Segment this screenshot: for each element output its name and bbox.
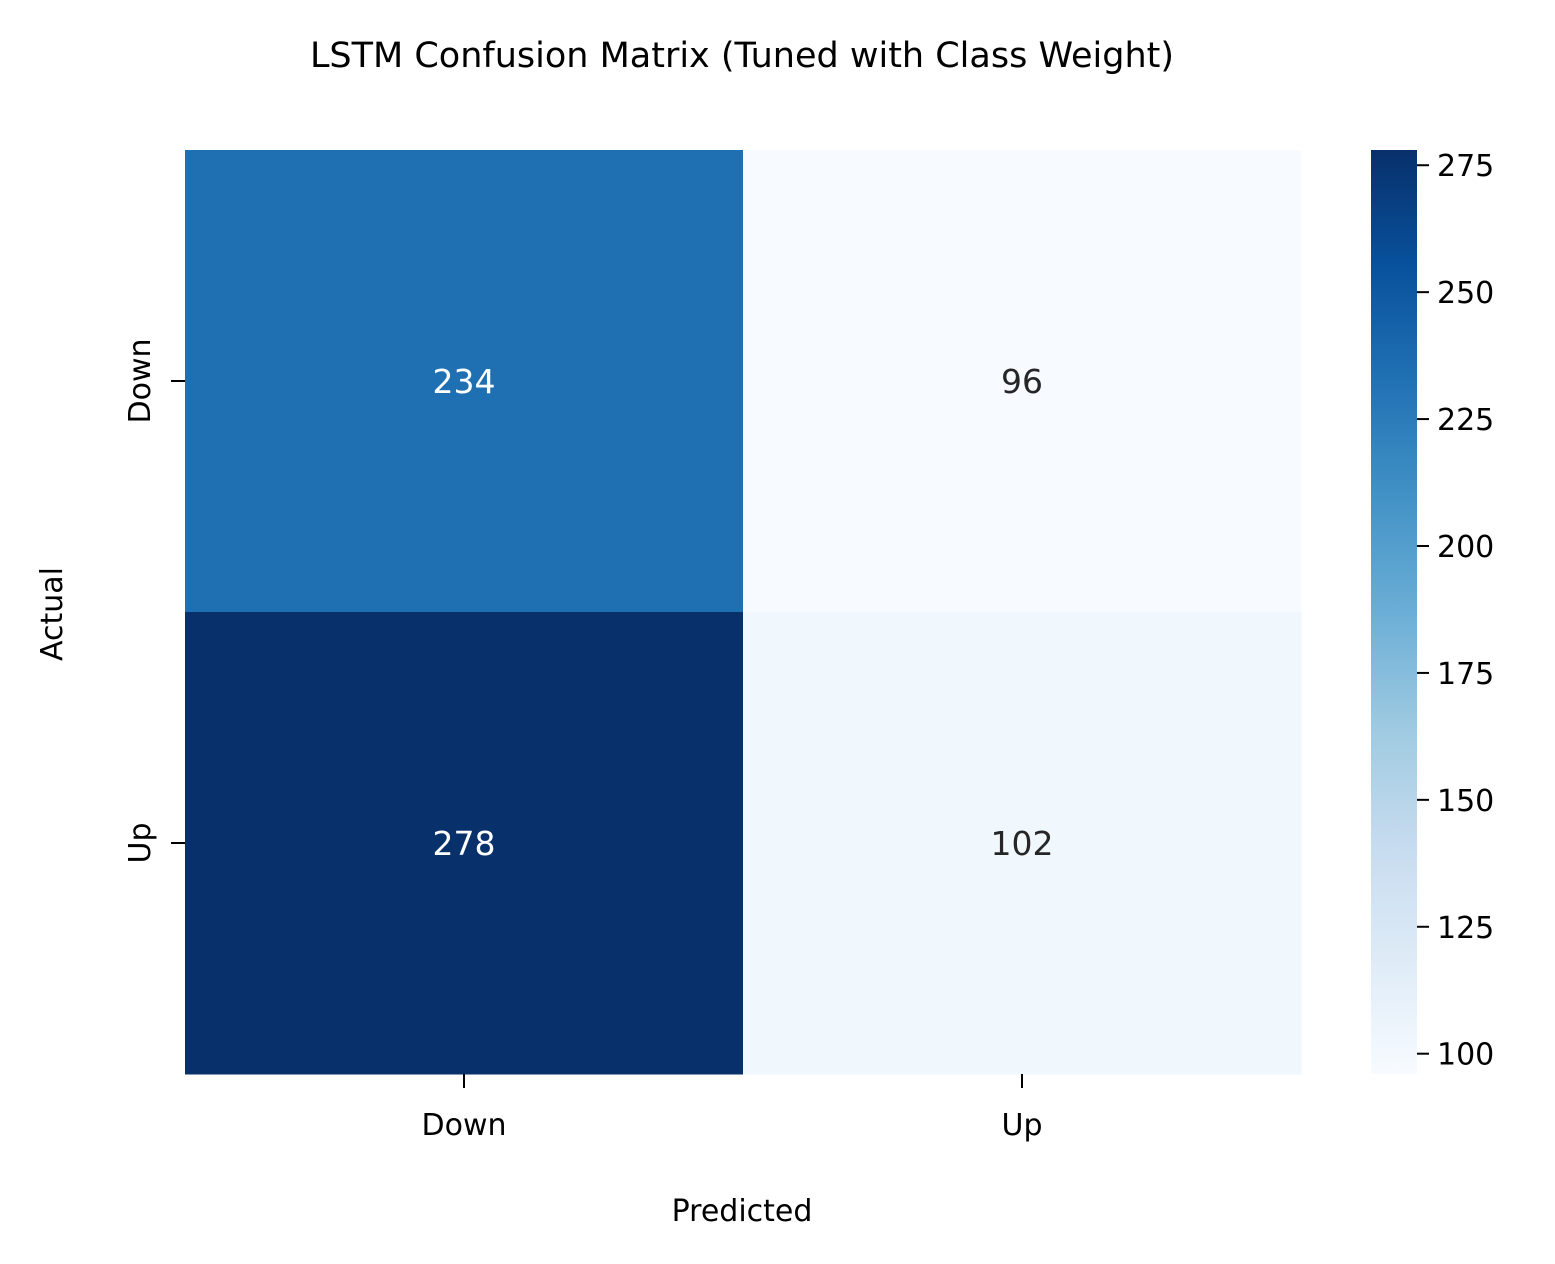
colorbar-tick-label: 250	[1437, 276, 1494, 311]
heatmap-cell	[185, 612, 744, 1075]
y-tick-label: Down	[123, 338, 158, 423]
chart-title: LSTM Confusion Matrix (Tuned with Class …	[310, 36, 1174, 76]
y-axis: Down Up	[123, 338, 185, 864]
colorbar-tick-label: 275	[1437, 149, 1494, 184]
colorbar-tick-label: 100	[1437, 1038, 1494, 1073]
heatmap-cell	[743, 612, 1302, 1075]
colorbar-tick-label: 175	[1437, 657, 1494, 692]
cell-annotations: 234 96 278 102	[433, 362, 1054, 863]
heatmap-cells	[185, 150, 1302, 1075]
y-axis-label: Actual	[35, 567, 70, 661]
colorbar	[1371, 150, 1417, 1074]
x-axis: Down Up	[421, 1074, 1043, 1143]
cell-value-label: 278	[433, 824, 496, 863]
cell-value-label: 96	[1001, 362, 1043, 401]
colorbar-tick-label: 125	[1437, 911, 1494, 946]
colorbar-tick-label: 200	[1437, 530, 1494, 565]
y-tick-label: Up	[123, 822, 158, 863]
heatmap-cell	[743, 150, 1302, 613]
x-tick-label: Down	[421, 1108, 506, 1143]
colorbar-tick-label: 225	[1437, 403, 1494, 438]
heatmap-cell	[185, 150, 744, 613]
cell-value-label: 102	[991, 824, 1054, 863]
colorbar-ticks: 100 125 150 175 200 225 250 275	[1417, 149, 1494, 1073]
colorbar-tick-label: 150	[1437, 784, 1494, 819]
cell-value-label: 234	[433, 362, 496, 401]
x-axis-label: Predicted	[672, 1194, 813, 1229]
x-tick-label: Up	[1001, 1108, 1042, 1143]
